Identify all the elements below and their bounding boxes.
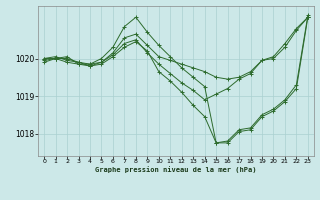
X-axis label: Graphe pression niveau de la mer (hPa): Graphe pression niveau de la mer (hPa): [95, 166, 257, 173]
